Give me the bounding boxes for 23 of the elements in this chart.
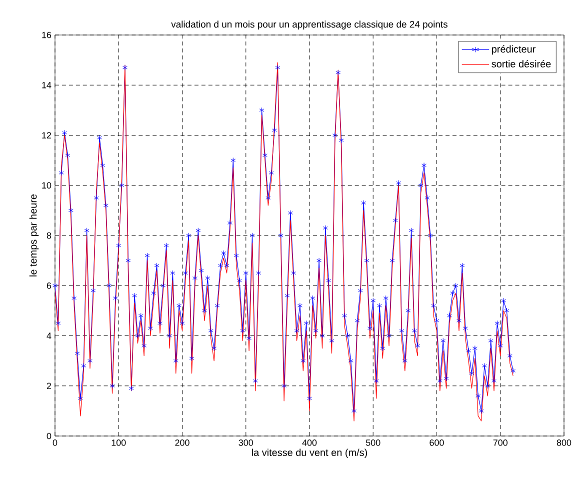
x-axis-title: la vitesse du vent en (m/s)	[252, 448, 368, 458]
x-tick-label: 0	[52, 440, 58, 446]
y-tick-label: 0	[46, 432, 52, 440]
y-tick-label: 12	[42, 132, 52, 138]
x-tick-label: 400	[302, 440, 317, 446]
legend-label: prédicteur	[492, 45, 536, 55]
y-tick-label: 10	[42, 182, 52, 189]
x-tick-label: 200	[175, 440, 190, 446]
x-tick-label: 500	[366, 440, 380, 446]
x-tick-label: 100	[112, 440, 126, 446]
x-tick-label: 600	[430, 440, 444, 446]
legend-label: sortie désirée	[492, 60, 551, 68]
x-tick-label: 700	[493, 440, 508, 446]
y-tick-label: 4	[46, 332, 52, 339]
chart-title: validation d un mois pour un apprentissage classique de 24 points	[171, 20, 448, 30]
y-axis-title: le temps par heure	[29, 194, 39, 276]
x-tick-label: 800	[556, 440, 572, 446]
y-tick-label: 2	[46, 382, 52, 390]
y-tick-label: 6	[46, 282, 52, 289]
y-tick-label: 14	[42, 82, 52, 88]
y-tick-label: 8	[46, 232, 52, 239]
x-tick-label: 300	[238, 440, 254, 446]
y-tick-label: 16	[42, 32, 52, 38]
